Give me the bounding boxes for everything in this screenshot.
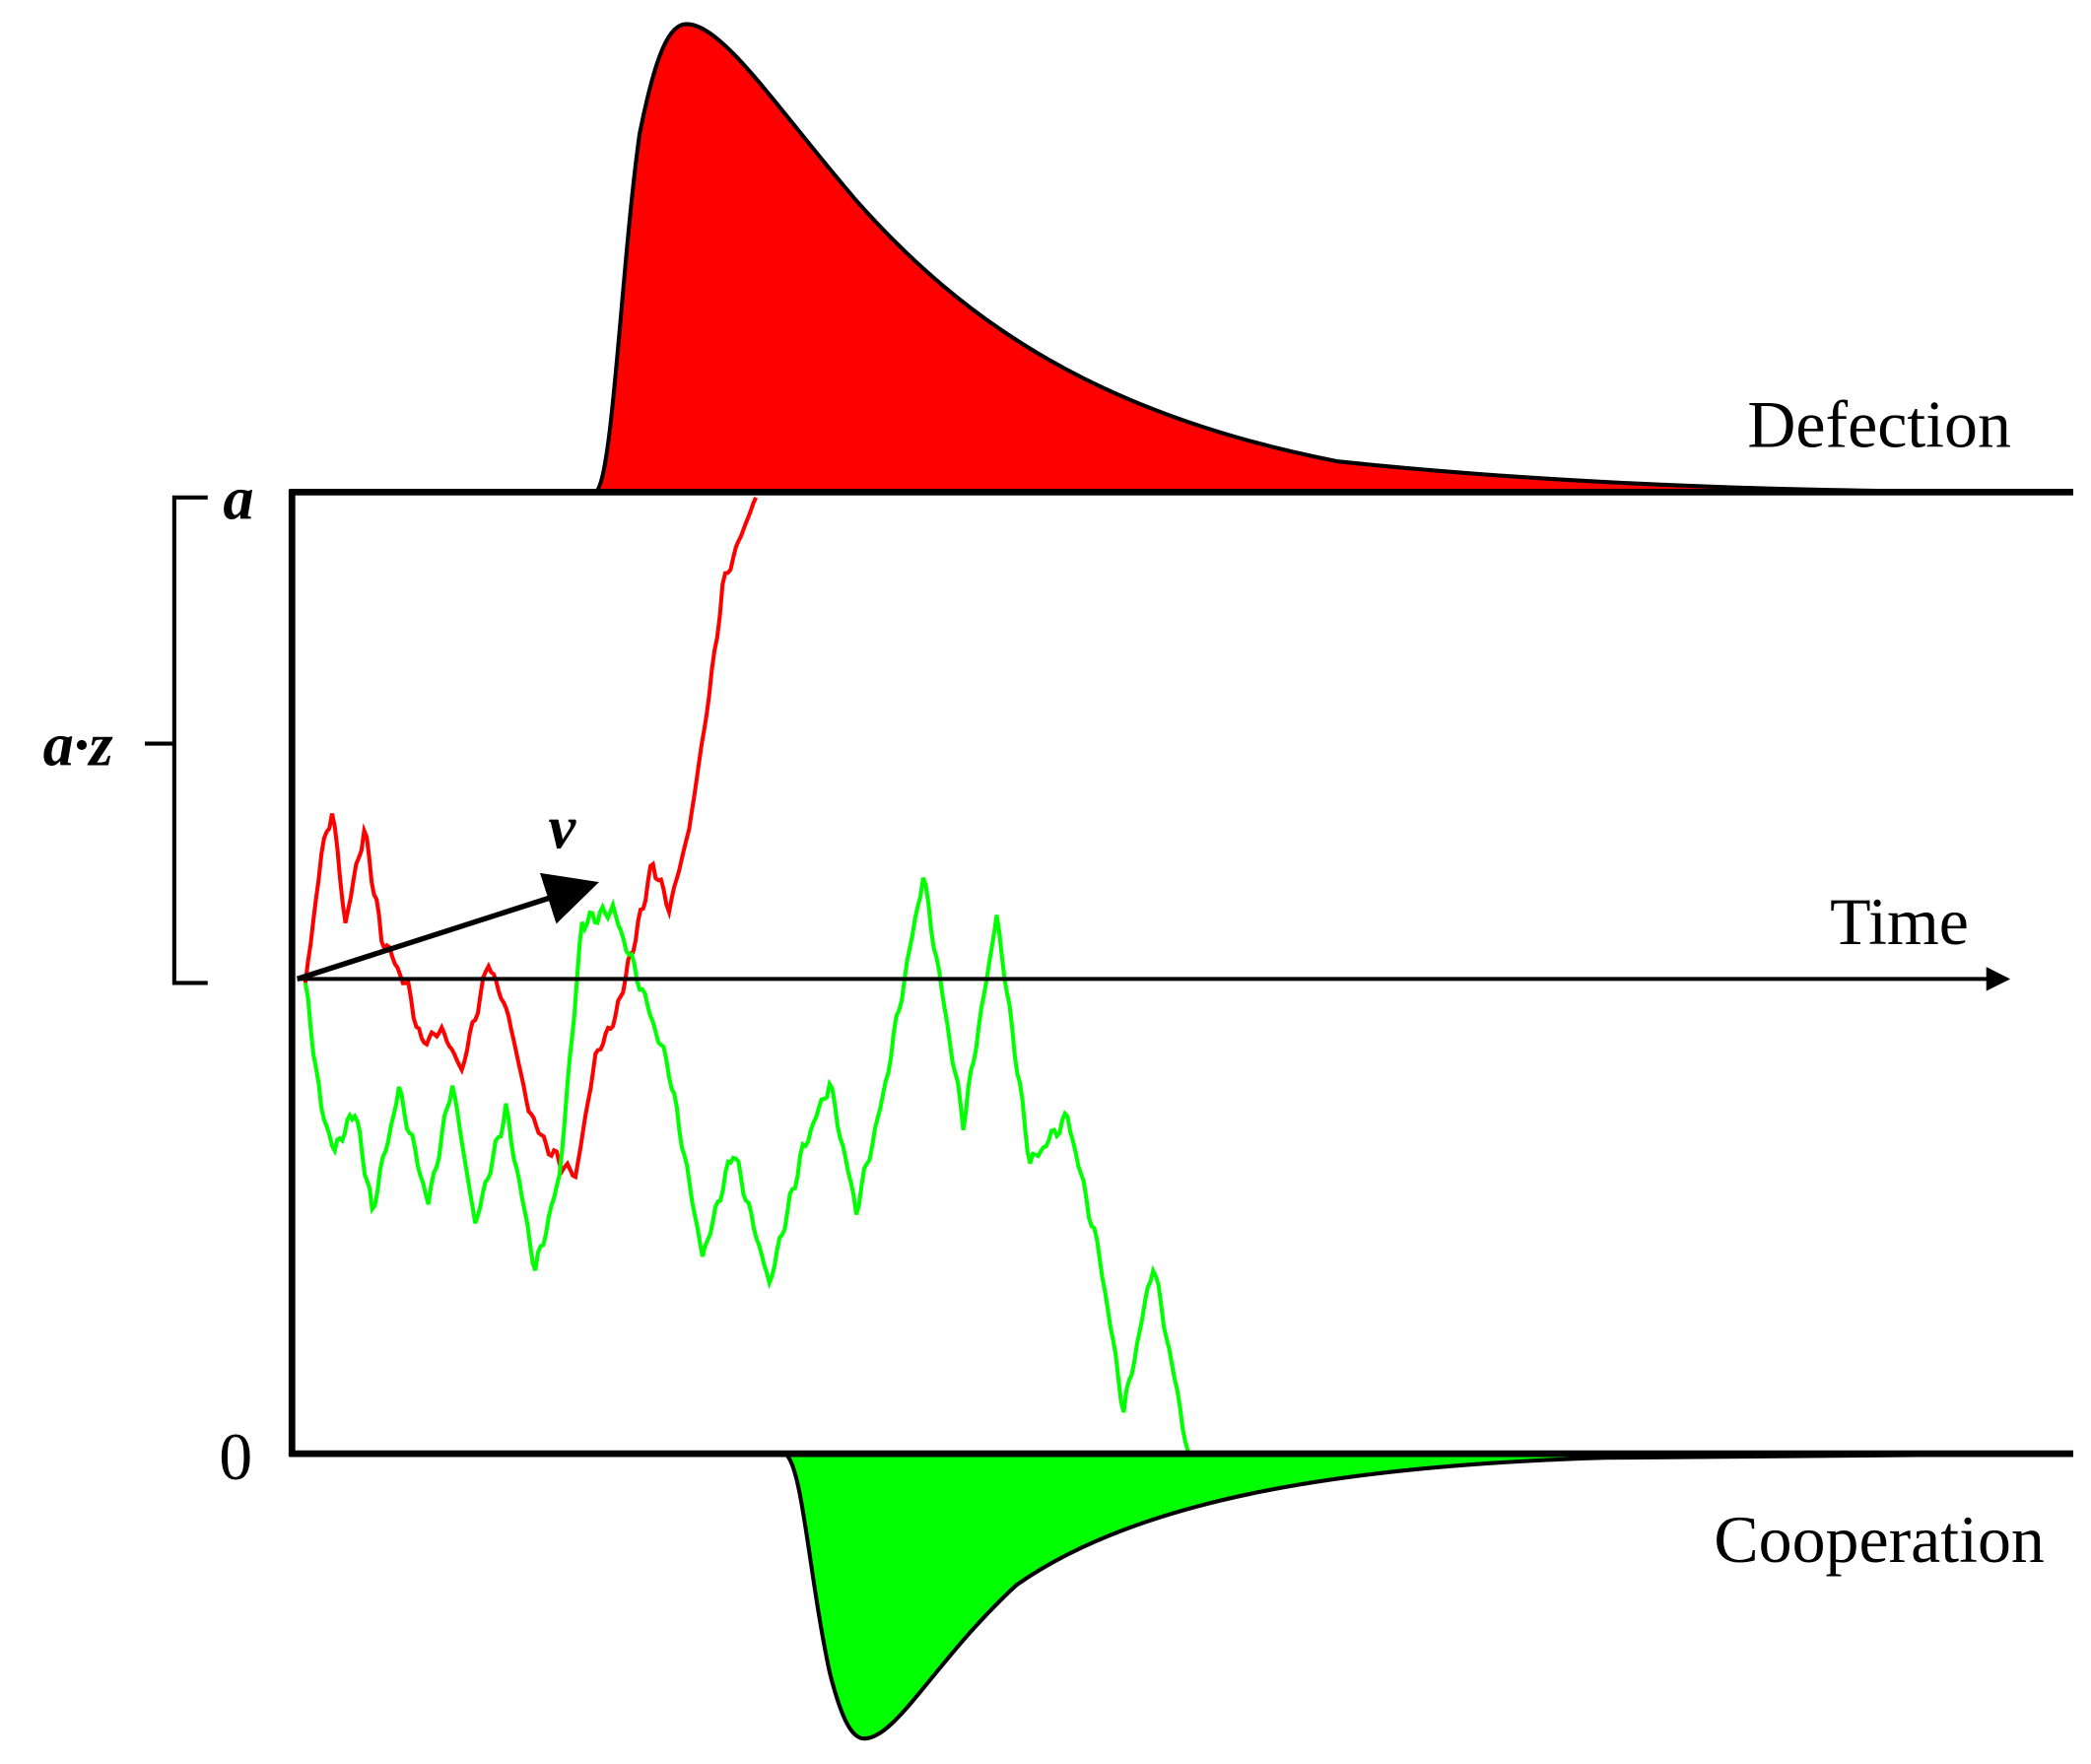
- lower-boundary-label: 0: [219, 1420, 252, 1494]
- time-label: Time: [1830, 885, 1969, 959]
- start-point-label: a·z: [43, 710, 114, 779]
- cooperation-density: [781, 1452, 2073, 1741]
- drift-label: v: [549, 792, 577, 861]
- drift-arrow: [296, 872, 599, 982]
- defection-walk: [303, 496, 759, 1181]
- upper-boundary-label: a: [223, 464, 253, 533]
- start-bracket: [145, 495, 208, 985]
- cooperation-label: Cooperation: [1714, 1503, 2044, 1577]
- cooperation-walk: [303, 877, 1190, 1453]
- defection-density: [588, 22, 2073, 495]
- defection-label: Defection: [1747, 387, 2010, 461]
